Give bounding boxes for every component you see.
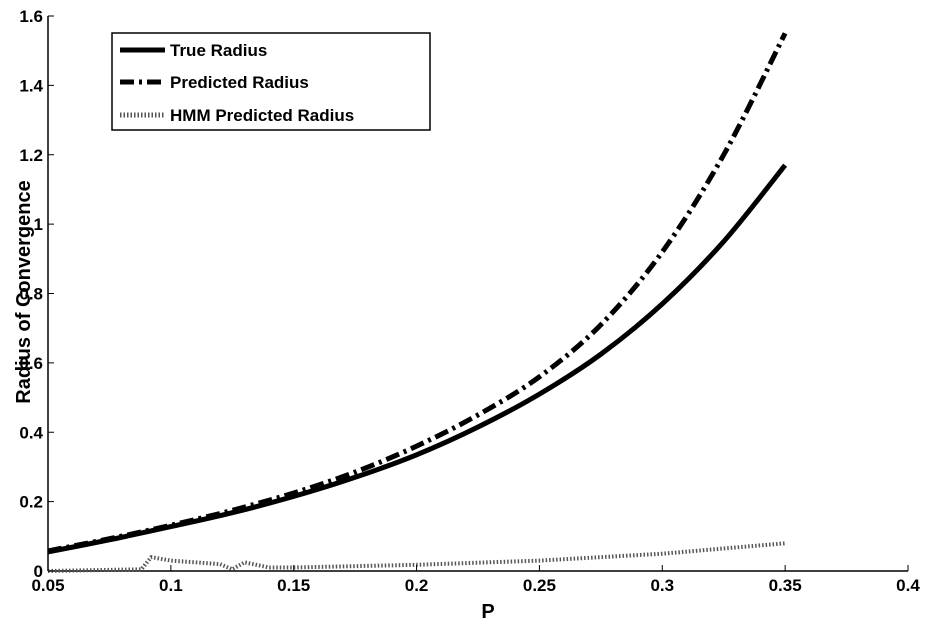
x-axis-title: P: [481, 601, 494, 623]
x-tick-label: 0.3: [650, 576, 674, 595]
y-tick-label: 1: [34, 215, 43, 234]
x-tick-label: 0.25: [523, 576, 556, 595]
y-tick-label: 1.4: [19, 76, 43, 95]
y-axis-title: Radius of Convergence: [13, 180, 35, 403]
y-tick-label: 1.6: [19, 7, 43, 26]
series-line-hmm-predicted-radius: [47, 541, 786, 573]
legend-label-predicted-radius: Predicted Radius: [170, 73, 309, 92]
series-line-predicted-radius: [47, 32, 788, 554]
x-tick-label: 0.1: [159, 576, 183, 595]
y-tick-label: 0.2: [19, 493, 43, 512]
x-tick-label: 0.4: [896, 576, 920, 595]
y-tick-label: 0.6: [19, 354, 43, 373]
y-tick-label: 0: [34, 562, 43, 581]
legend: True Radius Predicted Radius HMM Predict…: [111, 32, 431, 131]
x-tick-label: 0.05: [31, 576, 64, 595]
legend-label-hmm-predicted-radius: HMM Predicted Radius: [170, 106, 354, 125]
x-tick-label: 0.2: [405, 576, 429, 595]
y-tick-label: 0.8: [19, 285, 43, 304]
y-tick-label: 1.2: [19, 146, 43, 165]
x-tick-label: 0.15: [277, 576, 310, 595]
legend-label-true-radius: True Radius: [170, 41, 267, 60]
y-tick-label: 0.4: [19, 423, 43, 442]
x-tick-label: 0.35: [769, 576, 802, 595]
series-line-true-radius: [47, 163, 788, 555]
